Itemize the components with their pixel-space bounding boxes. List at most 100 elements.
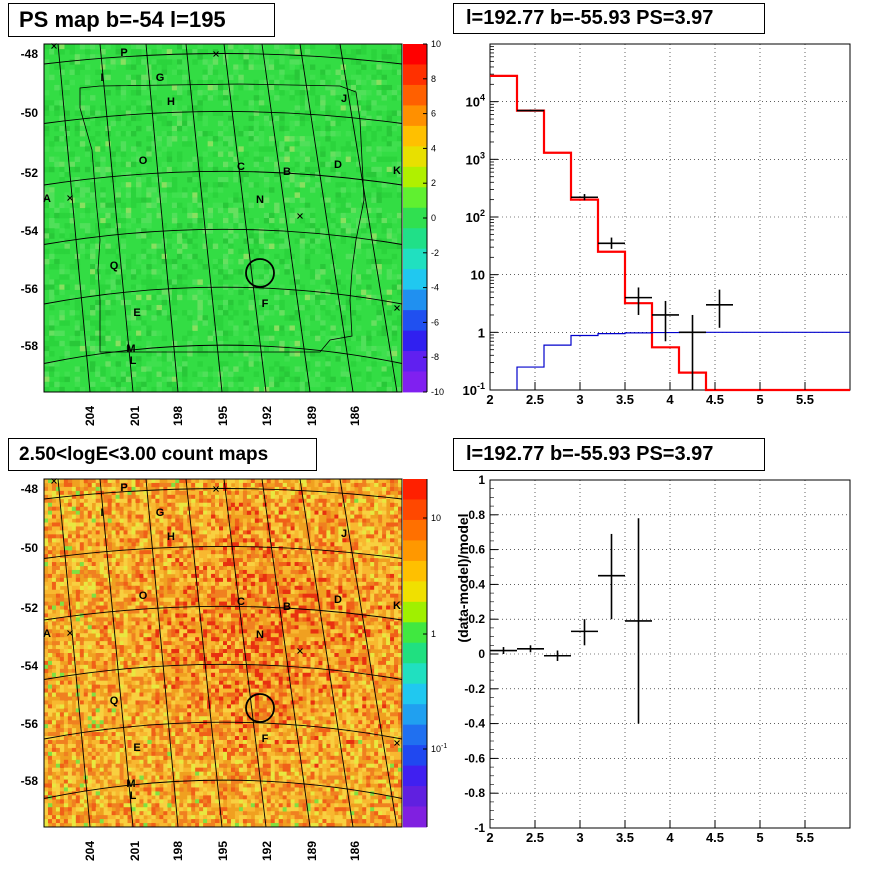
map-pixel bbox=[87, 546, 93, 551]
map-pixel bbox=[366, 340, 372, 347]
map-pixel bbox=[366, 597, 371, 602]
map-pixel bbox=[386, 597, 391, 602]
map-pixel bbox=[131, 621, 136, 626]
map-pixel bbox=[382, 479, 387, 484]
map-pixel bbox=[345, 131, 352, 137]
map-pixel bbox=[302, 494, 307, 500]
map-pixel bbox=[386, 538, 391, 543]
map-pixel bbox=[318, 490, 323, 496]
map-pixel bbox=[394, 498, 399, 504]
map-pixel bbox=[226, 569, 232, 575]
map-pixel bbox=[263, 182, 270, 188]
map-pixel bbox=[366, 386, 372, 393]
map-pixel bbox=[254, 518, 260, 523]
map-pixel bbox=[143, 530, 148, 535]
map-pixel bbox=[350, 494, 355, 500]
map-pixel bbox=[248, 84, 254, 91]
map-pixel bbox=[183, 558, 188, 563]
map-pixel bbox=[304, 177, 311, 183]
map-pixel bbox=[294, 177, 301, 183]
map-pixel bbox=[326, 482, 331, 488]
map-pixel bbox=[290, 585, 295, 591]
map-pixel bbox=[156, 100, 162, 106]
map-pixel bbox=[262, 482, 268, 488]
map-pixel bbox=[294, 141, 301, 147]
map-pixel bbox=[258, 146, 265, 152]
map-pixel bbox=[304, 49, 311, 55]
map-pixel bbox=[253, 238, 260, 244]
map-pixel bbox=[219, 498, 224, 504]
map-pixel bbox=[87, 494, 93, 500]
map-pixel bbox=[254, 617, 260, 622]
map-pixel bbox=[49, 381, 55, 388]
map-pixel bbox=[314, 613, 319, 618]
map-pixel bbox=[182, 141, 188, 147]
map-pixel bbox=[315, 330, 321, 337]
map-pixel bbox=[279, 74, 285, 81]
map-pixel bbox=[151, 494, 156, 500]
map-pixel bbox=[381, 243, 387, 250]
map-pixel bbox=[299, 197, 306, 203]
map-pixel bbox=[335, 207, 341, 214]
map-pixel bbox=[212, 192, 219, 198]
map-pixel bbox=[139, 530, 144, 535]
map-pixel bbox=[143, 621, 148, 626]
map-pixel bbox=[350, 479, 355, 484]
map-pixel bbox=[234, 494, 240, 500]
map-pixel bbox=[396, 192, 403, 198]
map-pixel bbox=[299, 156, 306, 163]
map-pixel bbox=[207, 534, 212, 539]
map-pixel bbox=[246, 538, 252, 543]
map-pixel bbox=[258, 625, 264, 630]
map-pixel bbox=[107, 558, 112, 563]
map-pixel bbox=[54, 64, 60, 70]
map-pixel bbox=[320, 161, 326, 168]
map-pixel bbox=[309, 238, 316, 244]
map-pixel bbox=[47, 558, 53, 563]
map-pixel bbox=[67, 518, 73, 523]
map-pixel bbox=[262, 593, 268, 598]
map-pixel bbox=[171, 212, 178, 219]
map-pixel bbox=[155, 538, 160, 543]
map-pixel bbox=[44, 340, 50, 347]
map-pixel bbox=[366, 381, 372, 388]
map-pixel bbox=[69, 151, 75, 157]
map-pixel bbox=[314, 597, 319, 602]
map-pixel bbox=[325, 386, 331, 393]
map-pixel bbox=[125, 74, 132, 81]
map-pixel bbox=[59, 581, 65, 587]
map-pixel bbox=[217, 279, 224, 285]
map-pixel bbox=[51, 562, 57, 567]
map-pixel bbox=[207, 617, 212, 622]
map-pixel bbox=[147, 502, 152, 507]
map-pixel bbox=[270, 566, 276, 571]
map-pixel bbox=[366, 573, 371, 579]
map-pixel bbox=[176, 366, 183, 372]
map-pixel bbox=[358, 522, 363, 527]
map-pixel bbox=[219, 554, 224, 559]
map-pixel bbox=[310, 605, 315, 610]
map-pixel bbox=[263, 289, 270, 296]
map-pixel bbox=[370, 518, 375, 523]
map-pixel bbox=[207, 228, 214, 234]
map-pixel bbox=[115, 502, 120, 507]
map-pixel bbox=[338, 558, 343, 563]
map-pixel bbox=[233, 330, 239, 337]
map-pixel bbox=[59, 340, 65, 347]
map-pixel bbox=[115, 601, 120, 606]
map-pixel bbox=[279, 59, 285, 65]
map-pixel bbox=[358, 530, 363, 535]
map-pixel bbox=[167, 479, 172, 484]
map-pixel bbox=[294, 562, 299, 567]
map-pixel bbox=[79, 345, 86, 352]
map-pixel bbox=[192, 243, 198, 250]
map-pixel bbox=[314, 534, 319, 539]
map-pixel bbox=[217, 294, 224, 301]
map-pixel bbox=[111, 486, 116, 492]
map-pixel bbox=[246, 498, 252, 504]
map-pixel bbox=[361, 289, 367, 296]
map-pixel bbox=[318, 498, 323, 504]
map-pixel bbox=[131, 482, 136, 488]
source-label: E bbox=[133, 307, 140, 319]
map-pixel bbox=[111, 629, 116, 634]
